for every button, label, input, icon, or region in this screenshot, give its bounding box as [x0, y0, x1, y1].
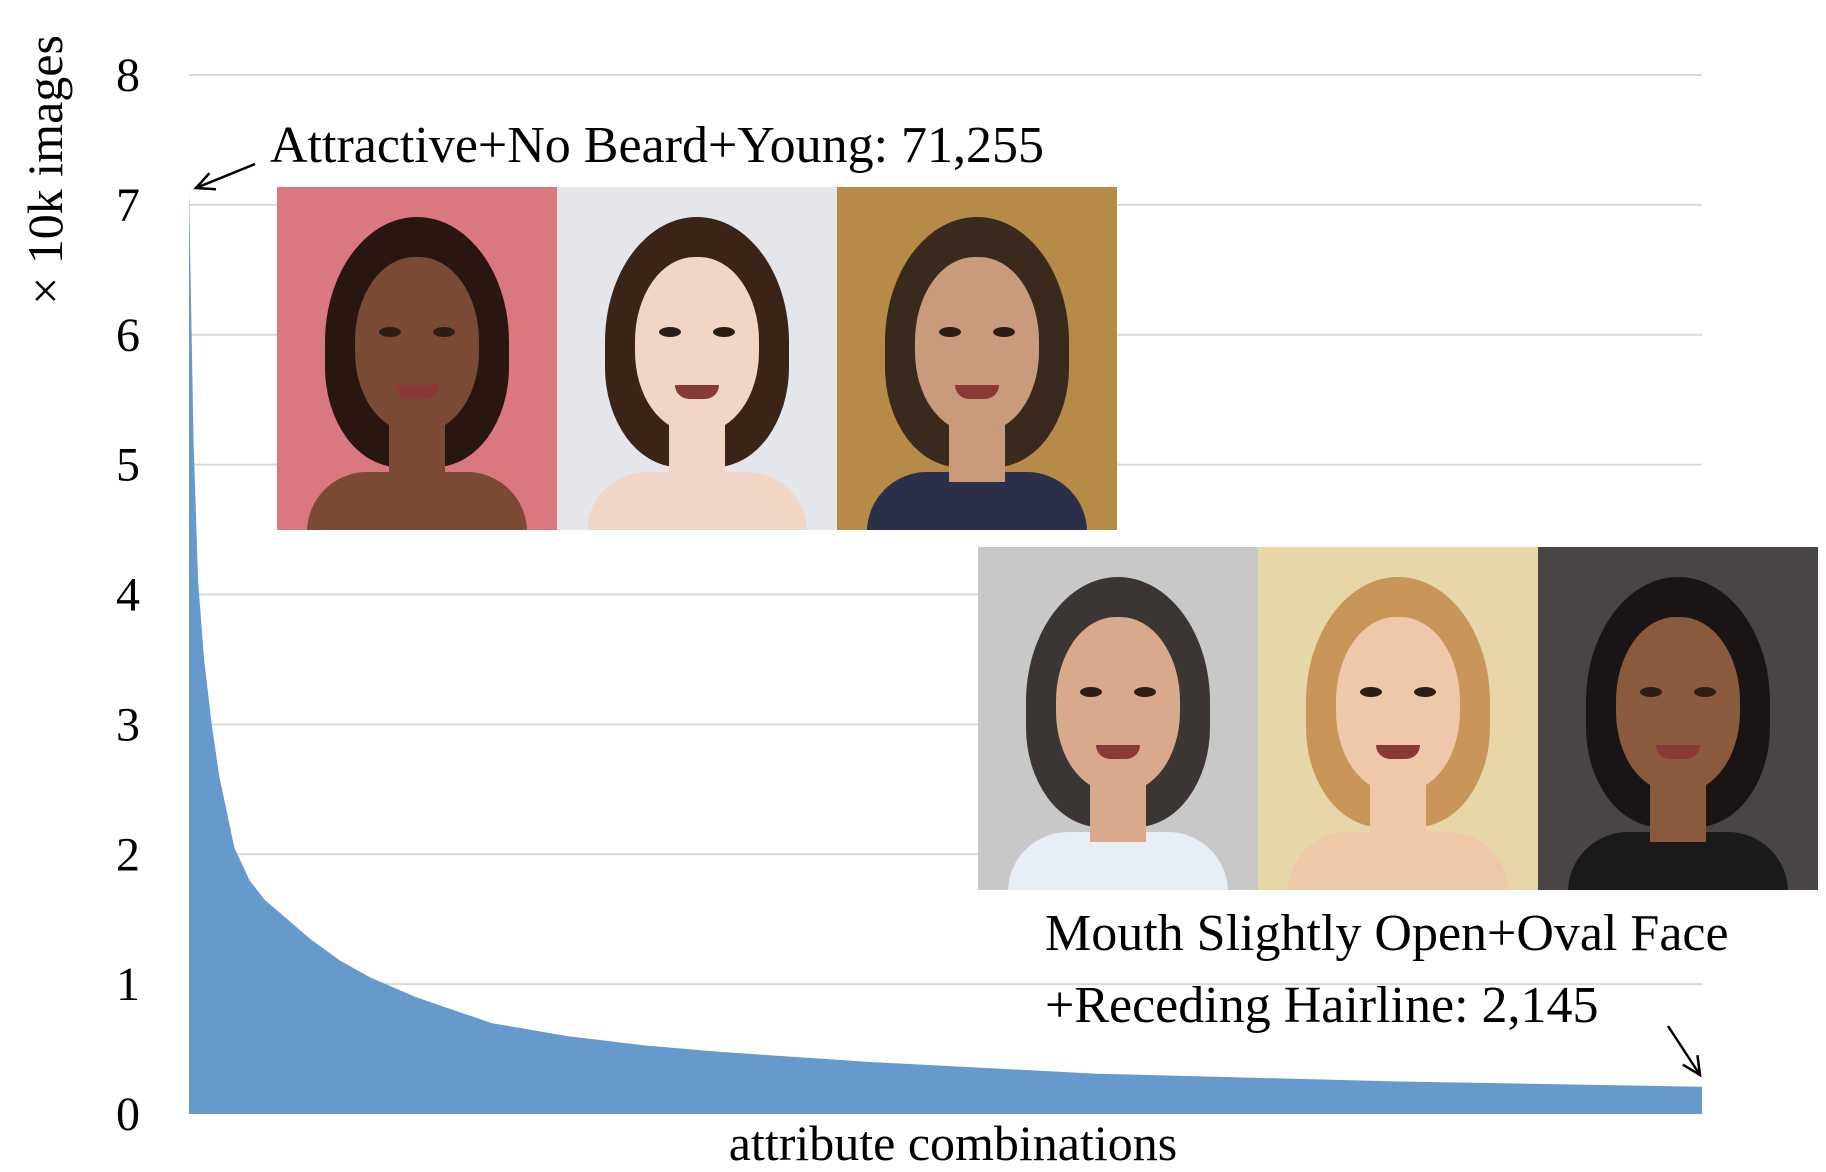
- y-tick-label: 6: [116, 309, 140, 362]
- smiling-man-receding-hairline-photo: [978, 547, 1258, 890]
- neck: [389, 422, 445, 482]
- eye: [993, 327, 1015, 337]
- y-tick-label: 5: [116, 439, 140, 492]
- eye: [1360, 687, 1382, 697]
- arrow-icon: [1666, 1025, 1702, 1078]
- eye: [1080, 687, 1102, 697]
- eye: [1134, 687, 1156, 697]
- face: [1616, 617, 1740, 792]
- y-tick-label: 3: [116, 698, 140, 751]
- y-tick-labels: 0 1 2 3 4 5 6 7 8: [116, 49, 140, 1141]
- arrow-icon: [193, 162, 256, 191]
- mouth: [955, 385, 999, 399]
- neck: [949, 422, 1005, 482]
- y-tick-label: 7: [116, 179, 140, 232]
- smiling-blonde-woman-photo: [1258, 547, 1538, 890]
- bottom-photo-strip: [978, 547, 1818, 890]
- neck: [1370, 782, 1426, 842]
- eye: [1414, 687, 1436, 697]
- neck: [1090, 782, 1146, 842]
- face: [915, 257, 1039, 432]
- woman-long-dark-hair-photo: [277, 187, 557, 530]
- y-axis-title: × 10k images: [17, 35, 73, 305]
- smiling-man-short-hair-photo: [1538, 547, 1818, 890]
- eye: [939, 327, 961, 337]
- face: [635, 257, 759, 432]
- face: [1336, 617, 1460, 792]
- mouth: [1656, 745, 1700, 759]
- neck: [1650, 782, 1706, 842]
- mouth: [675, 385, 719, 399]
- y-tick-label: 1: [116, 958, 140, 1011]
- mouth: [1376, 745, 1420, 759]
- eye: [433, 327, 455, 337]
- eye: [659, 327, 681, 337]
- annotation-min-label-line2: +Receding Hairline: 2,145: [1045, 977, 1599, 1034]
- face: [1056, 617, 1180, 792]
- woman-bangs-smiling-photo: [557, 187, 837, 530]
- eye: [1640, 687, 1662, 697]
- mouth: [1096, 745, 1140, 759]
- annotation-min-label-line1: Mouth Slightly Open+Oval Face: [1045, 905, 1729, 962]
- young-man-curly-hair-photo: [837, 187, 1117, 530]
- area-series: [189, 188, 1702, 1114]
- y-tick-label: 4: [116, 569, 140, 622]
- y-tick-label: 8: [116, 49, 140, 102]
- eye: [713, 327, 735, 337]
- eye: [1694, 687, 1716, 697]
- y-tick-label: 2: [116, 828, 140, 881]
- eye: [379, 327, 401, 337]
- neck: [669, 422, 725, 482]
- annotation-max-label: Attractive+No Beard+Young: 71,255: [270, 117, 1044, 174]
- x-axis-title: attribute combinations: [729, 1115, 1178, 1171]
- face: [355, 257, 479, 432]
- top-photo-strip: [277, 187, 1117, 530]
- mouth: [395, 385, 439, 399]
- y-tick-label: 0: [116, 1088, 140, 1141]
